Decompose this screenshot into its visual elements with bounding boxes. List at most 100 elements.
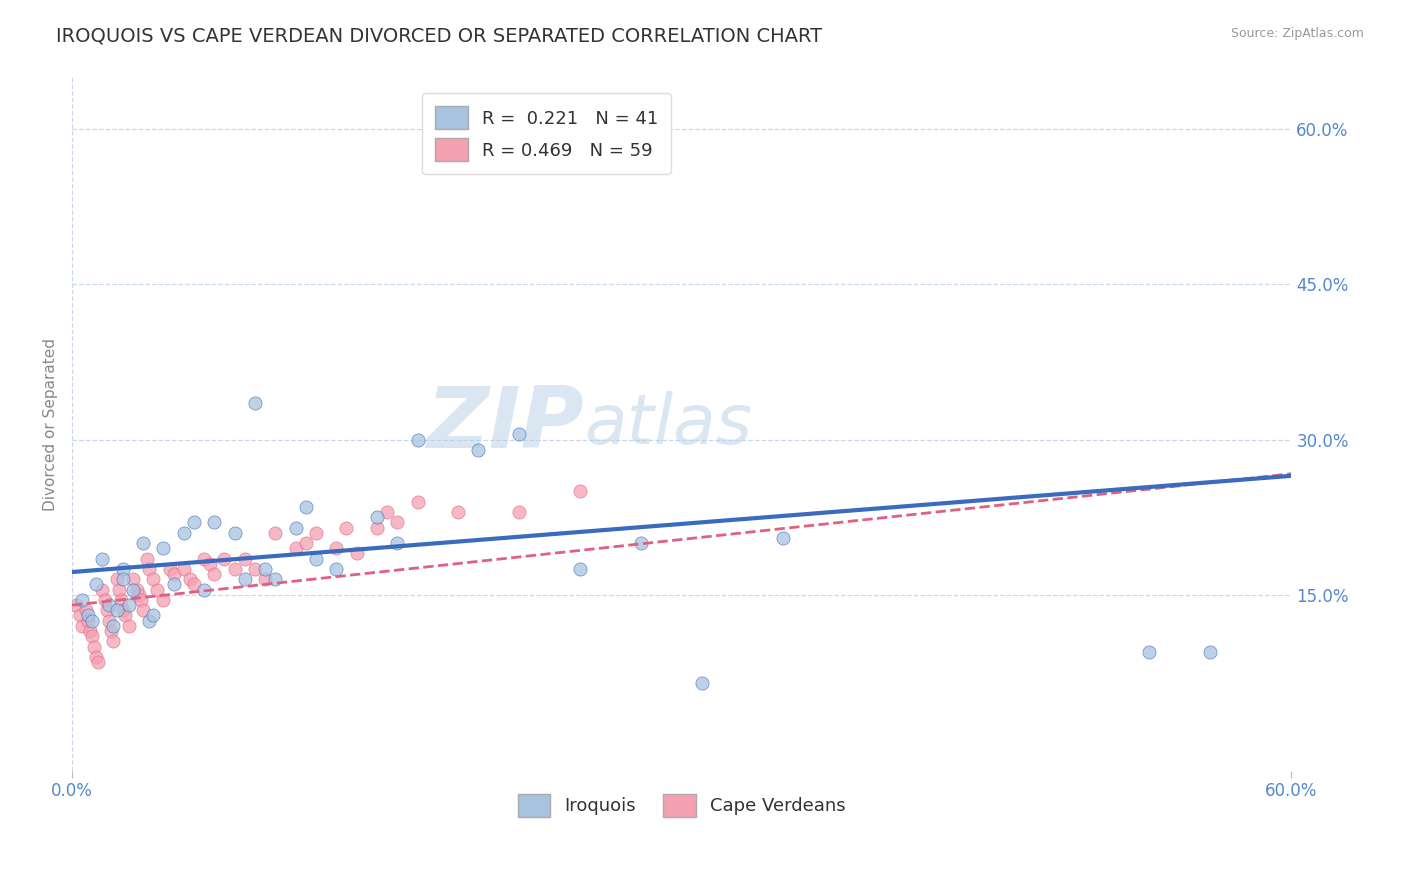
Point xyxy=(83,640,105,654)
Point xyxy=(91,582,114,597)
Point xyxy=(173,562,195,576)
Point xyxy=(107,582,129,597)
Point xyxy=(284,541,307,556)
Point xyxy=(224,525,246,540)
Point xyxy=(75,603,97,617)
Point xyxy=(325,541,347,556)
Point xyxy=(105,572,128,586)
Point xyxy=(132,603,155,617)
Point xyxy=(122,572,145,586)
Point xyxy=(690,675,713,690)
Point xyxy=(162,567,184,582)
Point xyxy=(406,494,429,508)
Point xyxy=(214,551,236,566)
Point xyxy=(111,562,134,576)
Point xyxy=(233,551,256,566)
Point xyxy=(366,510,388,524)
Point xyxy=(118,619,141,633)
Point xyxy=(77,614,100,628)
Point xyxy=(508,505,530,519)
Point xyxy=(125,582,148,597)
Point xyxy=(159,562,181,576)
Point xyxy=(202,567,225,582)
Point xyxy=(128,588,150,602)
Point xyxy=(136,551,159,566)
Point xyxy=(100,624,122,638)
Point xyxy=(224,562,246,576)
Point xyxy=(96,603,118,617)
Point xyxy=(97,614,120,628)
Point xyxy=(142,608,165,623)
Point xyxy=(91,551,114,566)
Point xyxy=(508,427,530,442)
Text: Source: ZipAtlas.com: Source: ZipAtlas.com xyxy=(1230,27,1364,40)
Point xyxy=(183,577,205,591)
Point xyxy=(387,516,409,530)
Point xyxy=(375,505,398,519)
Point xyxy=(105,603,128,617)
Point xyxy=(87,655,110,669)
Point xyxy=(146,582,169,597)
Point xyxy=(772,531,794,545)
Point xyxy=(110,593,132,607)
Point xyxy=(138,562,160,576)
Point xyxy=(82,614,104,628)
Point xyxy=(65,598,87,612)
Point xyxy=(101,619,124,633)
Point xyxy=(193,582,215,597)
Point xyxy=(366,520,388,534)
Point xyxy=(630,536,652,550)
Point xyxy=(173,525,195,540)
Point xyxy=(162,577,184,591)
Point xyxy=(200,557,222,571)
Point xyxy=(284,520,307,534)
Point xyxy=(101,634,124,648)
Point xyxy=(569,484,592,499)
Point xyxy=(77,608,100,623)
Point xyxy=(346,546,368,560)
Point xyxy=(387,536,409,550)
Point xyxy=(264,525,287,540)
Point xyxy=(114,608,136,623)
Point xyxy=(447,505,470,519)
Point xyxy=(193,551,215,566)
Text: ZIP: ZIP xyxy=(426,383,583,466)
Point xyxy=(294,536,316,550)
Point xyxy=(86,649,108,664)
Point xyxy=(1199,645,1222,659)
Point xyxy=(183,516,205,530)
Point xyxy=(152,541,174,556)
Point xyxy=(69,608,91,623)
Point xyxy=(243,562,266,576)
Point xyxy=(569,562,592,576)
Point xyxy=(93,593,115,607)
Point xyxy=(254,562,277,576)
Point xyxy=(111,572,134,586)
Point xyxy=(97,598,120,612)
Point xyxy=(467,442,489,457)
Point xyxy=(79,624,101,638)
Point xyxy=(179,572,201,586)
Point xyxy=(138,614,160,628)
Point xyxy=(305,551,328,566)
Point xyxy=(264,572,287,586)
Point xyxy=(406,433,429,447)
Point xyxy=(294,500,316,514)
Point xyxy=(243,396,266,410)
Legend: Iroquois, Cape Verdeans: Iroquois, Cape Verdeans xyxy=(510,787,853,824)
Point xyxy=(82,629,104,643)
Point xyxy=(152,593,174,607)
Text: atlas: atlas xyxy=(583,391,752,458)
Point xyxy=(132,536,155,550)
Point xyxy=(122,582,145,597)
Point xyxy=(202,516,225,530)
Point xyxy=(325,562,347,576)
Point xyxy=(305,525,328,540)
Point xyxy=(111,603,134,617)
Point xyxy=(233,572,256,586)
Point xyxy=(70,619,93,633)
Point xyxy=(335,520,357,534)
Text: IROQUOIS VS CAPE VERDEAN DIVORCED OR SEPARATED CORRELATION CHART: IROQUOIS VS CAPE VERDEAN DIVORCED OR SEP… xyxy=(56,27,823,45)
Point xyxy=(118,598,141,612)
Point xyxy=(129,593,152,607)
